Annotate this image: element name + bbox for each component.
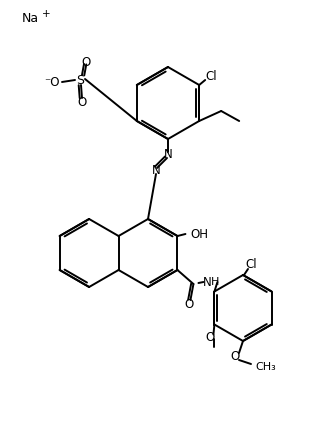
Text: N: N (203, 276, 212, 289)
Text: O: O (185, 298, 194, 311)
Text: ⁻O: ⁻O (44, 76, 60, 89)
Text: +: + (42, 9, 51, 19)
Text: O: O (81, 55, 91, 69)
Text: N: N (164, 149, 172, 162)
Text: N: N (152, 165, 160, 178)
Text: O: O (206, 331, 215, 344)
Text: OH: OH (190, 228, 208, 241)
Text: O: O (230, 350, 240, 363)
Text: H: H (211, 277, 220, 287)
Text: Na: Na (22, 12, 39, 25)
Text: Cl: Cl (205, 70, 217, 83)
Text: O: O (78, 95, 87, 108)
Text: Cl: Cl (245, 258, 257, 271)
Text: CH₃: CH₃ (255, 362, 276, 372)
Text: S: S (76, 73, 84, 86)
